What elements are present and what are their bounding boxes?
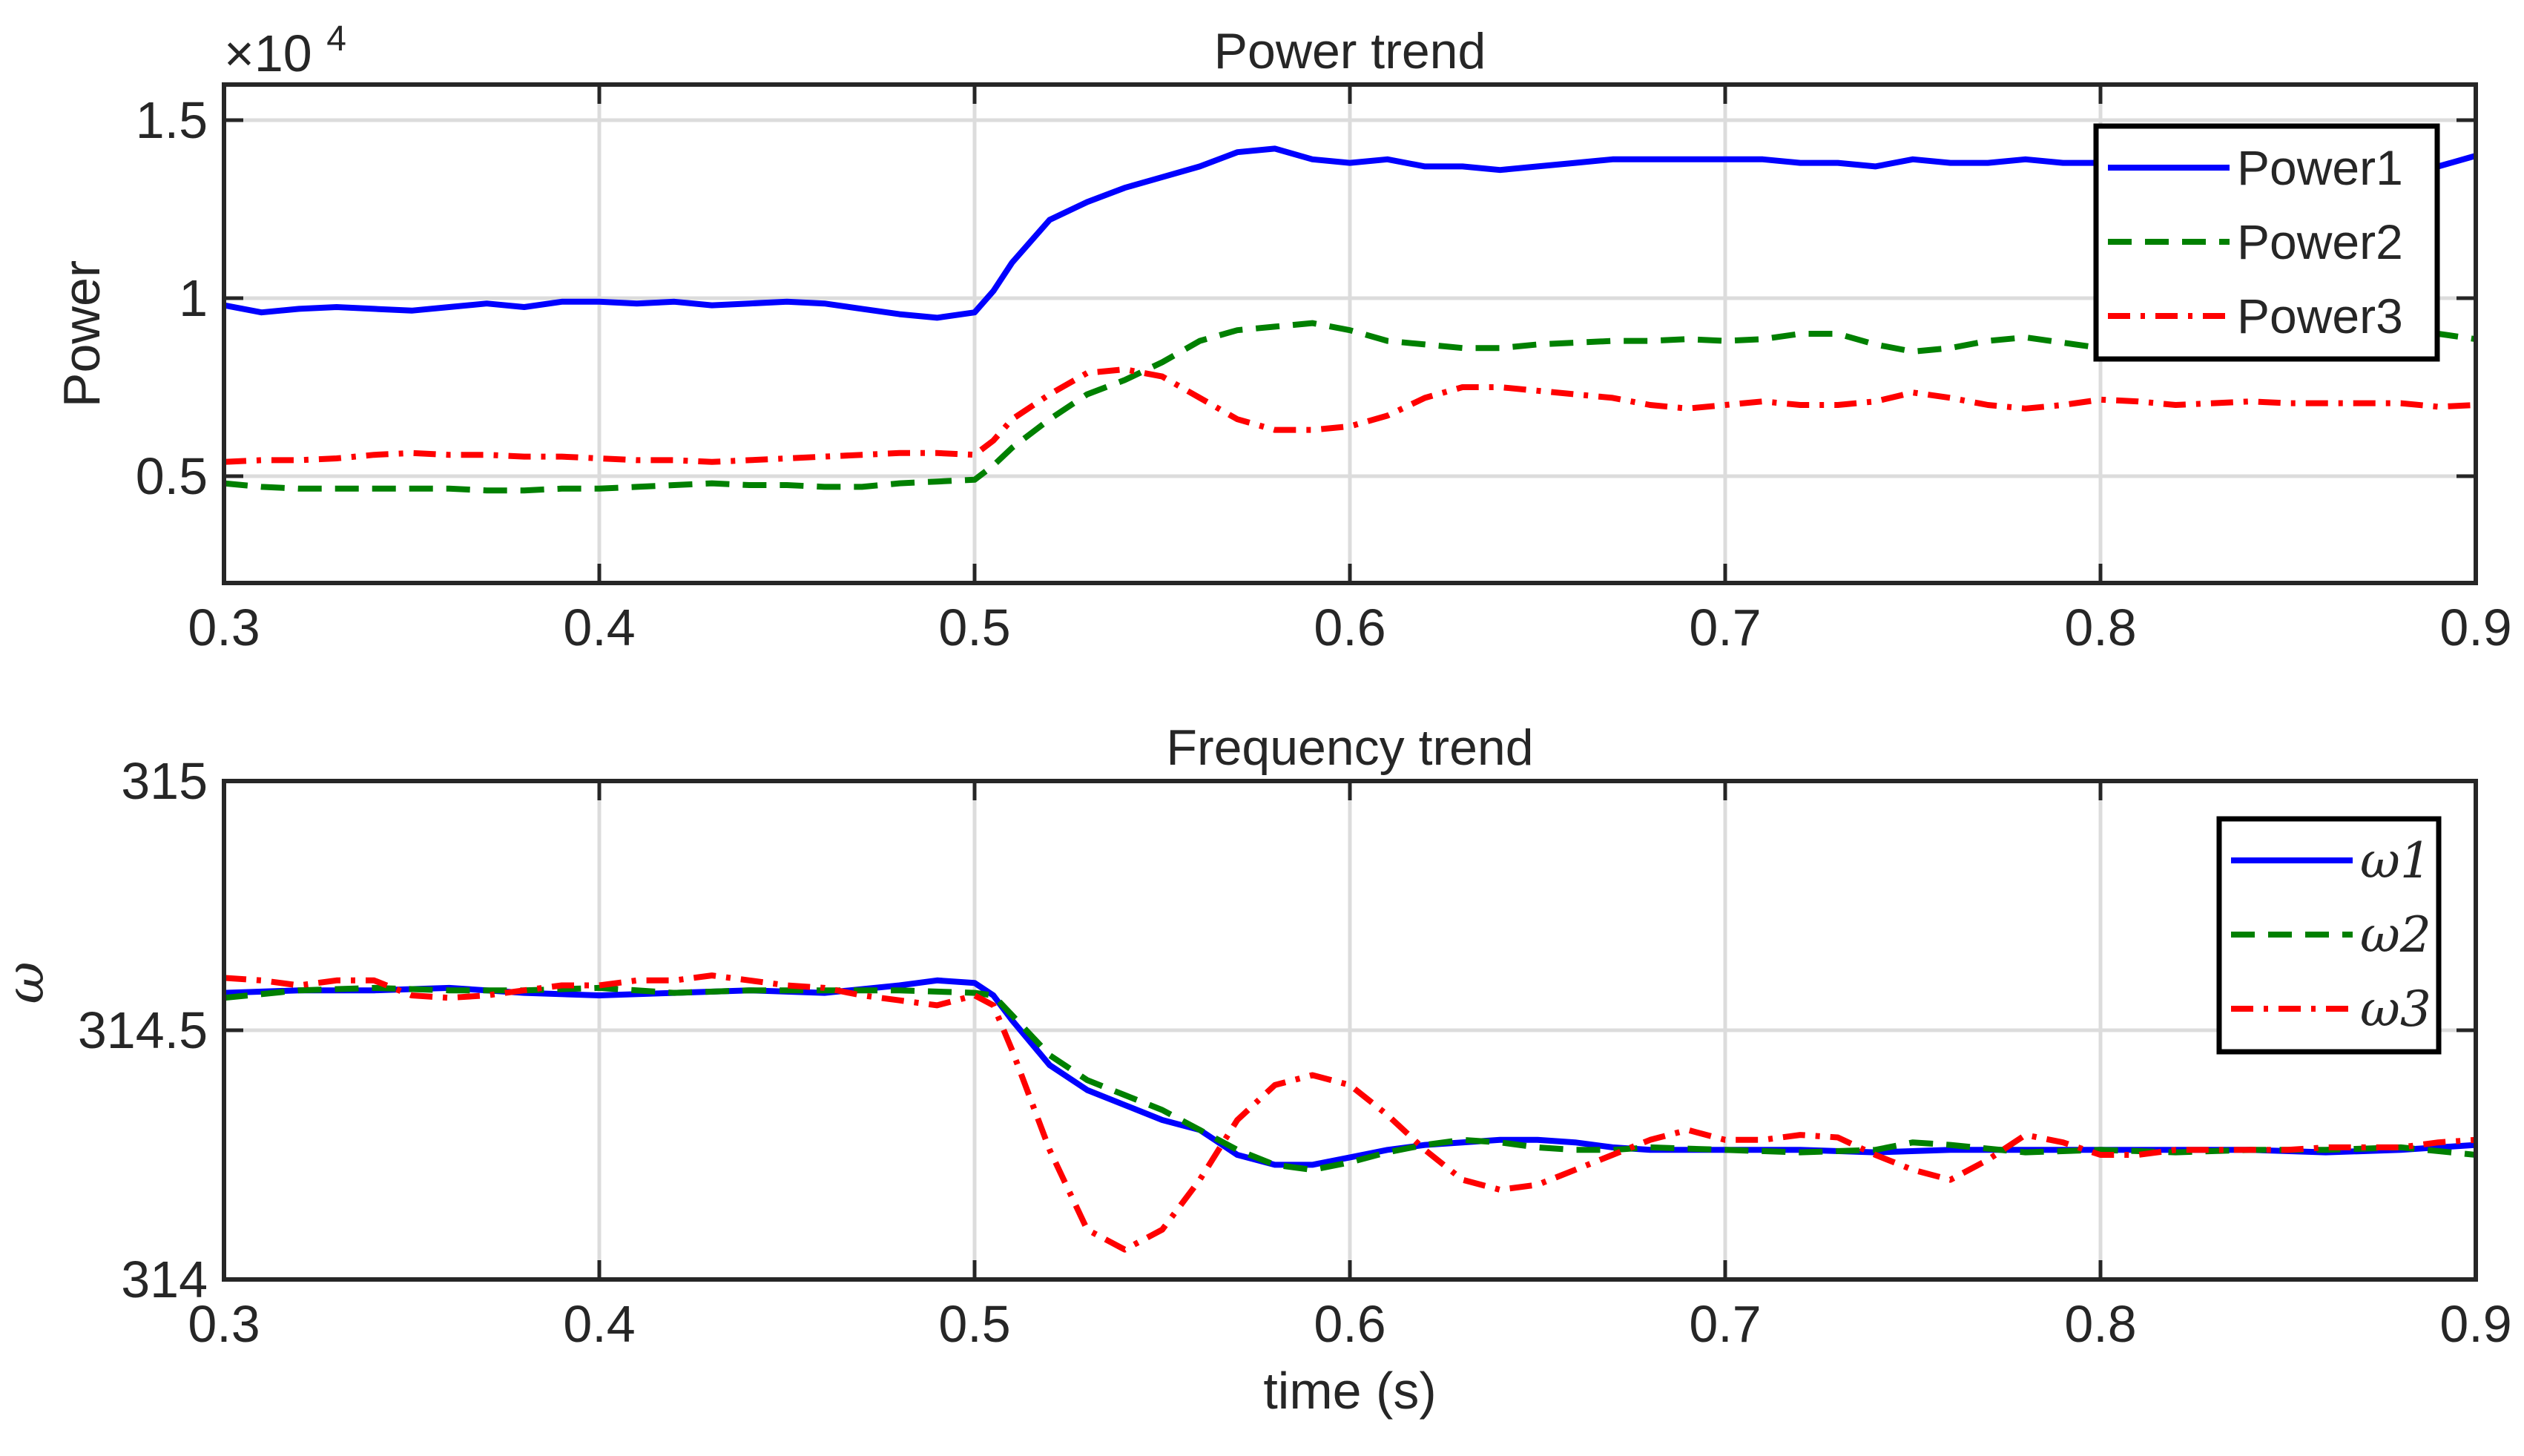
legend-label-omega2: ω2 (2360, 906, 2431, 963)
series-line-omega2 (223, 984, 2477, 1173)
frequency-x-tick-label: 0.6 (1314, 1295, 1385, 1353)
power-y-tick-label: 1.5 (136, 91, 208, 149)
frequency-chart-title: Frequency trend (1166, 719, 1533, 776)
series-line-power3 (223, 366, 2477, 465)
power-chart-title: Power trend (1214, 23, 1486, 79)
series-line-omega3 (223, 972, 2477, 1253)
frequency-y-tick-label: 314.5 (78, 1001, 208, 1059)
legend-label-power1: Power1 (2237, 140, 2403, 195)
frequency-tick-marks (222, 779, 2478, 1282)
frequency-x-axis-label: time (s) (1263, 1362, 1436, 1420)
frequency-x-tick-label: 0.7 (1689, 1295, 1761, 1353)
series-line-power2 (223, 320, 2477, 494)
legend-label-omega1: ω1 (2360, 832, 2431, 889)
power-y-axis-label: Power (53, 260, 111, 407)
frequency-series-group (223, 972, 2477, 1253)
legend-label-power3: Power3 (2237, 289, 2403, 343)
power-y-tick-label: 0.5 (136, 447, 208, 505)
power-x-tick-label: 0.5 (938, 599, 1010, 656)
frequency-y-tick-label: 314 (121, 1251, 208, 1308)
frequency-x-tick-label: 0.4 (563, 1295, 635, 1353)
power-y-tick-label: 1 (179, 269, 208, 327)
power-y-tick-labels: 0.5 1 1.5 (136, 91, 208, 505)
power-y-exponent-base: ×10 (224, 24, 312, 82)
power-y-exponent-power: 4 (326, 19, 346, 59)
power-legend: Power1 Power2 Power3 (2093, 123, 2440, 362)
frequency-y-tick-label: 315 (121, 752, 208, 810)
frequency-x-tick-label: 0.3 (188, 1295, 260, 1353)
power-tick-marks (222, 85, 2478, 583)
frequency-x-tick-label: 0.8 (2064, 1295, 2136, 1353)
legend-label-omega3: ω3 (2360, 981, 2431, 1038)
power-x-tick-label: 0.6 (1314, 599, 1385, 656)
frequency-y-axis-label: ω (0, 961, 56, 1004)
power-trend-axes: 0.3 0.4 0.5 0.6 0.7 0.8 0.9 0.5 1 1.5 Power tren… (53, 19, 2512, 656)
power-x-tick-label: 0.8 (2064, 599, 2136, 656)
power-y-exponent: ×10 4 (224, 19, 346, 82)
power-x-tick-label: 0.7 (1689, 599, 1761, 656)
power-x-tick-label: 0.9 (2439, 599, 2511, 656)
frequency-y-tick-labels: 314 314.5 315 (78, 752, 208, 1308)
frequency-x-tick-label: 0.9 (2439, 1295, 2511, 1353)
legend-label-power2: Power2 (2237, 214, 2403, 269)
frequency-trend-axes: 0.3 0.4 0.5 0.6 0.7 0.8 0.9 314 314.5 315 Freque… (0, 719, 2512, 1420)
power-x-tick-labels: 0.3 0.4 0.5 0.6 0.7 0.8 0.9 (188, 599, 2511, 656)
frequency-x-tick-label: 0.5 (938, 1295, 1010, 1353)
power-x-tick-label: 0.3 (188, 599, 260, 656)
frequency-x-tick-labels: 0.3 0.4 0.5 0.6 0.7 0.8 0.9 (188, 1295, 2511, 1353)
power-x-tick-label: 0.4 (563, 599, 635, 656)
frequency-legend: ω1 ω2 ω3 (2216, 816, 2442, 1055)
